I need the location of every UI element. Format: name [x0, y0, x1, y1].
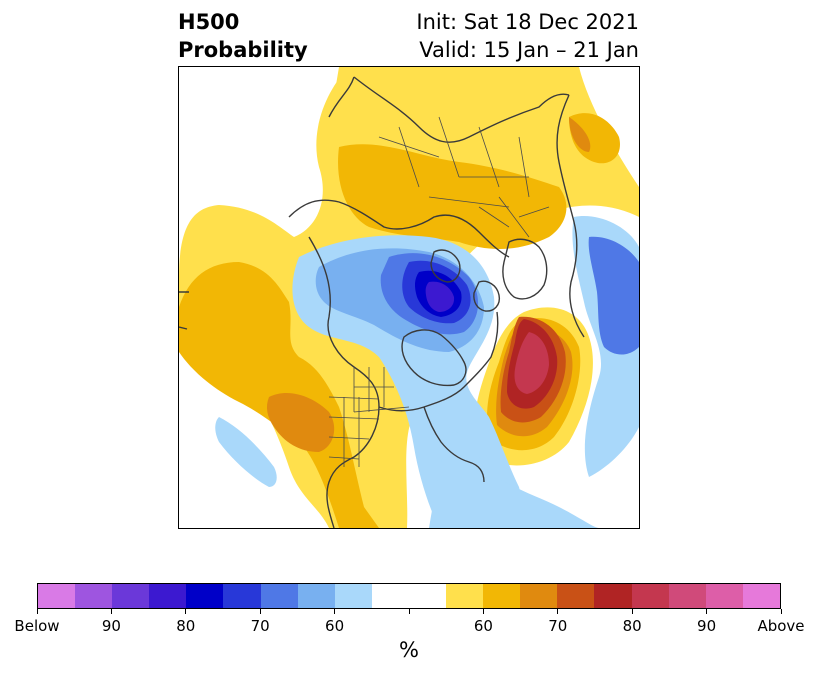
colorbar-tick — [780, 609, 782, 614]
colorbar-tick-label: 70 — [548, 617, 568, 635]
colorbar-tick-label: 90 — [101, 617, 121, 635]
colorbar-cell — [334, 584, 372, 608]
colorbar-cell — [668, 584, 706, 608]
colorbar-cell — [149, 584, 187, 608]
colorbar-cell — [446, 584, 484, 608]
colorbar-cell — [186, 584, 224, 608]
map-canvas — [179, 67, 639, 528]
coastlines — [179, 76, 585, 528]
colorbar-tick — [557, 609, 559, 614]
colorbar-cell — [38, 584, 76, 608]
colorbar-tick — [706, 609, 708, 614]
colorbar-tick — [408, 609, 410, 614]
colorbar-tick — [259, 609, 261, 614]
colorbar-cell — [594, 584, 632, 608]
colorbar-tick — [185, 609, 187, 614]
colorbar-cell — [520, 584, 558, 608]
colorbar — [37, 583, 781, 609]
valid-range: Valid: 15 Jan – 21 Jan — [419, 38, 639, 62]
colorbar-cell — [557, 584, 595, 608]
chart-dates: Init: Sat 18 Dec 2021 Valid: 15 Jan – 21… — [416, 8, 639, 64]
colorbar-cell — [297, 584, 335, 608]
colorbar-tick-label: 80 — [622, 617, 642, 635]
country-borders — [328, 116, 550, 467]
title-product: Probability — [178, 38, 308, 62]
colorbar-unit: % — [399, 638, 419, 662]
colorbar-tick-label: 80 — [176, 617, 196, 635]
colorbar-cell — [483, 584, 521, 608]
colorbar-cell — [260, 584, 298, 608]
colorbar-cell — [705, 584, 743, 608]
colorbar-cell — [75, 584, 113, 608]
colorbar-tick-label: 60 — [473, 617, 493, 635]
colorbar-cell — [631, 584, 669, 608]
probability-map — [178, 66, 640, 529]
colorbar-tick — [334, 609, 336, 614]
below-normal-shading — [215, 216, 639, 528]
colorbar-cell — [112, 584, 150, 608]
colorbar-cell — [223, 584, 261, 608]
colorbar-tick-label: 90 — [697, 617, 717, 635]
colorbar-tick-label: Below — [14, 617, 60, 635]
above-normal-shading — [179, 67, 639, 528]
colorbar-tick — [482, 609, 484, 614]
colorbar-cell — [371, 584, 409, 608]
colorbar-tick-label: Above — [757, 617, 805, 635]
colorbar-tick-label: 70 — [250, 617, 270, 635]
colorbar-tick-label: 60 — [325, 617, 345, 635]
colorbar-tick — [36, 609, 38, 614]
colorbar-tick — [110, 609, 112, 614]
colorbar-tick — [631, 609, 633, 614]
init-date: Init: Sat 18 Dec 2021 — [416, 10, 639, 34]
chart-title: H500 Probability — [178, 8, 308, 64]
colorbar-cell — [408, 584, 447, 608]
colorbar-cell — [742, 584, 780, 608]
title-variable: H500 — [178, 10, 240, 34]
